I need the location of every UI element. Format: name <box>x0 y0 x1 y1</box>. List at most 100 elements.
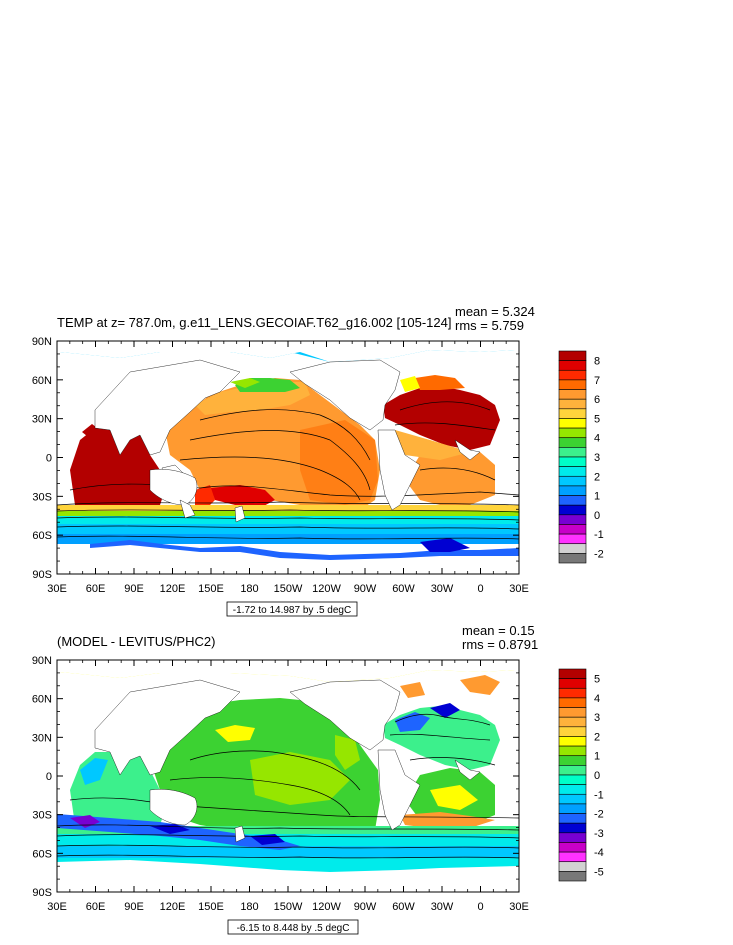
panel2-region-east-pacific-green <box>335 735 360 770</box>
p2-xtick-label: 30E <box>509 901 529 913</box>
p2-colorbar-swatch <box>558 668 587 679</box>
p2-colorbar-swatch <box>558 793 587 805</box>
panel2-land <box>60 662 515 843</box>
panel1-region-acc-lightblue <box>57 524 519 534</box>
p2-colorbar-swatch <box>558 716 587 728</box>
p2-xtick-label: 150W <box>274 901 303 913</box>
p1-colorbar-swatch <box>558 408 587 419</box>
p2-xtick-label: 150E <box>198 901 224 913</box>
panel2-region-so-lightblue <box>57 846 519 858</box>
panel1-axis-ticks: 30E 60E 90E 120E 150E 180 150W 120W 90W 60W 30W 0 30… <box>32 336 529 595</box>
panel1-region-acc-cyan <box>57 516 519 524</box>
p1-colorbar-swatch <box>558 379 587 390</box>
panel1-mean: mean = 5.324 <box>455 304 535 319</box>
p2-ytick-label: 60S <box>32 848 52 860</box>
panel2-axis-ticks: 30E 60E 90E 120E 150E 180 150W 120W 90W 60W 30W 0 30… <box>32 655 529 913</box>
panel2-region-south-atlantic-yellow <box>430 785 478 810</box>
p2-colorbar-label: -1 <box>594 789 604 801</box>
p1-colorbar-swatch <box>558 418 587 429</box>
p1-xtick-label: 30W <box>431 583 454 595</box>
p1-colorbar-swatch <box>558 466 587 477</box>
panel1-region-indian <box>70 428 165 510</box>
panel2-map <box>57 660 519 892</box>
panel1-rms: rms = 5.759 <box>455 318 524 333</box>
p2-colorbar-swatch <box>558 765 587 776</box>
p2-colorbar-swatch <box>558 755 587 766</box>
p2-colorbar-swatch <box>558 803 587 814</box>
p2-colorbar-swatch <box>558 861 587 872</box>
p1-ytick-label: 90S <box>32 569 52 581</box>
p2-colorbar-swatch <box>558 784 587 795</box>
p1-colorbar-swatch <box>558 447 587 458</box>
p2-xtick-label: 60W <box>392 901 415 913</box>
p2-xtick-label: 90W <box>354 901 377 913</box>
p2-xtick-label: 120E <box>160 901 186 913</box>
p1-colorbar-swatch <box>558 437 587 448</box>
p1-xtick-label: 120E <box>160 583 186 595</box>
p1-colorbar-swatch <box>558 398 587 410</box>
p2-ytick-label: 30N <box>32 732 52 744</box>
p2-ytick-label: 30S <box>32 810 52 822</box>
panel2-region-south-atlantic-orange <box>400 812 495 828</box>
panel1-region-acc-green <box>57 511 519 516</box>
p2-colorbar-swatch <box>558 832 587 843</box>
panel2-contour-info: -6.15 to 8.448 by .5 degC <box>237 923 350 934</box>
p2-xtick-label: 30W <box>431 901 454 913</box>
p1-colorbar-swatch <box>558 524 587 535</box>
p1-colorbar-swatch <box>558 456 587 467</box>
p2-colorbar-label: -2 <box>594 809 604 821</box>
p1-colorbar-label: 4 <box>594 433 600 445</box>
p1-colorbar-swatch <box>558 543 587 554</box>
p2-colorbar-swatch <box>558 707 587 718</box>
p2-colorbar-swatch <box>558 774 587 785</box>
p2-colorbar-label: -4 <box>594 847 604 859</box>
panel1-map <box>57 341 519 574</box>
panel2-info-box <box>227 919 359 935</box>
panel-temperature: TEMP at z= 787.0m, g.e11_LENS.GECOIAF.T6… <box>32 304 604 617</box>
p2-xtick-label: 120W <box>312 901 341 913</box>
panel1-contours <box>57 401 519 540</box>
panel1-region-north-atlantic <box>383 386 500 450</box>
panel2-region-pacific-lightgreen <box>250 752 350 805</box>
panel2-region-labrador <box>400 682 425 698</box>
panel1-region-south-atlantic <box>405 448 495 505</box>
p1-colorbar-label: 6 <box>594 394 600 406</box>
p1-colorbar-swatch <box>558 360 587 371</box>
p2-colorbar-swatch <box>558 726 587 737</box>
p1-xtick-label: 0 <box>477 583 483 595</box>
panel1-land <box>60 343 515 523</box>
p1-colorbar-swatch <box>558 350 587 361</box>
p2-colorbar-label: 1 <box>594 751 600 763</box>
panel1-colorbar: 8 7 6 5 4 3 2 1 0 -1 -2 <box>558 350 604 564</box>
panel1-region-weddell <box>420 538 470 552</box>
panel2-mean: mean = 0.15 <box>462 623 535 638</box>
p1-colorbar-swatch <box>558 475 587 487</box>
p1-colorbar-label: 8 <box>594 356 600 368</box>
p1-xtick-label: 180 <box>240 583 258 595</box>
panel2-rms: rms = 0.8791 <box>462 637 538 652</box>
p2-colorbar-swatch <box>558 813 587 824</box>
panel2-contours <box>57 713 519 859</box>
panel1-contour-info: -1.72 to 14.987 by .5 degC <box>233 605 351 616</box>
p1-colorbar-label: 5 <box>594 413 600 425</box>
p1-colorbar-label: 0 <box>594 510 600 522</box>
p2-colorbar-label: 0 <box>594 770 600 782</box>
p1-colorbar-label: 3 <box>594 452 600 464</box>
p2-xtick-label: 180 <box>240 901 258 913</box>
p2-ytick-label: 90N <box>32 655 52 667</box>
p1-xtick-label: 60E <box>86 583 106 595</box>
p2-ytick-label: 0 <box>46 771 52 783</box>
p2-colorbar-label: -5 <box>594 866 604 878</box>
panel2-region-north-atlantic-deep <box>395 712 430 732</box>
panel1-region-tasman <box>195 485 215 510</box>
panel2-region-so-deep3 <box>250 834 285 845</box>
p2-colorbar-swatch <box>558 745 587 757</box>
p2-xtick-label: 30E <box>47 901 67 913</box>
p2-colorbar-label: 3 <box>594 712 600 724</box>
p1-xtick-label: 90E <box>124 583 144 595</box>
p1-ytick-label: 30N <box>32 414 52 426</box>
p2-colorbar-swatch <box>558 736 587 747</box>
panel2-region-so-green <box>57 826 519 834</box>
panel2-region-arabian <box>80 758 108 785</box>
